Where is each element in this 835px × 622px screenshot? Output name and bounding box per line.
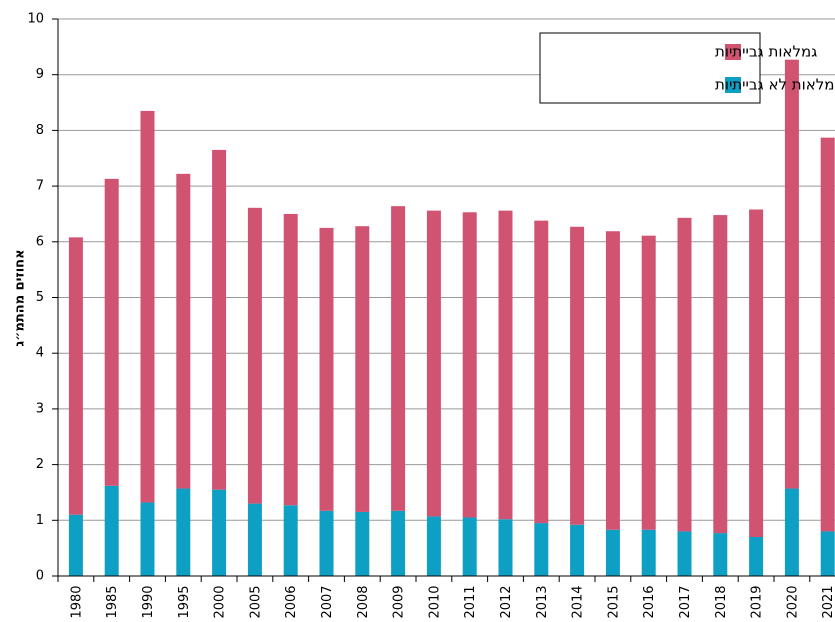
x-tick-label: 1985 (105, 585, 120, 618)
x-tick-label: 2007 (320, 585, 335, 618)
bar-segment (677, 531, 692, 576)
bar-segment (570, 524, 585, 576)
bar-segment (749, 209, 764, 538)
bar-segment (68, 237, 83, 515)
bar-segment (247, 207, 262, 504)
bar-segment (319, 227, 334, 511)
bar-segment (104, 485, 119, 576)
x-tick-label: 2011 (463, 585, 478, 618)
x-tick-label: 2020 (785, 585, 800, 618)
x-tick-label: 2014 (571, 585, 586, 618)
y-tick-label: 7 (36, 179, 44, 194)
x-tick-label: 2000 (213, 585, 228, 618)
bar-segment (462, 212, 477, 518)
legend-label: גמלאות לא גבייתיות (715, 76, 835, 94)
x-tick-label: 2010 (427, 585, 442, 618)
bar-segment (212, 149, 227, 490)
bar-segment (498, 519, 513, 576)
bar-segment (391, 206, 406, 511)
x-tick-label: 2008 (356, 585, 371, 618)
bar-segment (641, 235, 656, 530)
bar-segment (104, 178, 119, 486)
bar-segment (784, 59, 799, 489)
bar-segment (677, 217, 692, 532)
legend-swatch (725, 44, 741, 60)
x-tick-label: 2016 (642, 585, 657, 618)
x-tick-label: 2013 (535, 585, 550, 618)
x-tick-label: 2017 (678, 585, 693, 618)
x-tick-label: 2015 (606, 585, 621, 618)
y-tick-label: 6 (36, 234, 44, 249)
bar-segment (605, 529, 620, 576)
y-tick-label: 8 (36, 123, 44, 138)
bar-segment (319, 510, 334, 576)
bar-segment (749, 537, 764, 576)
y-tick-label: 1 (36, 513, 44, 528)
bar-segment (713, 533, 728, 576)
bar-segment (641, 529, 656, 576)
bar-segment (426, 210, 441, 517)
legend-swatch (725, 77, 741, 93)
x-tick-label: 1980 (69, 585, 84, 618)
x-tick-label: 2021 (821, 585, 835, 618)
x-tick-label: 2019 (750, 585, 765, 618)
bar-segment (570, 226, 585, 525)
bar-segment (498, 210, 513, 520)
bar-segment (605, 231, 620, 530)
bar-segment (391, 510, 406, 576)
y-tick-label: 9 (36, 67, 44, 82)
bar-segment (820, 531, 835, 576)
legend-label: גמלאות גבייתיות (715, 43, 817, 61)
y-tick-label: 5 (36, 290, 44, 305)
bar-segment (784, 488, 799, 576)
bar-segment (713, 215, 728, 534)
y-tick-label: 3 (36, 401, 44, 416)
x-tick-label: 2006 (284, 585, 299, 618)
bar-segment (426, 516, 441, 576)
y-tick-label: 0 (36, 569, 44, 584)
bar-segment (247, 503, 262, 576)
bar-segment (534, 220, 549, 524)
y-axis-label: אחוזים מהתמ״ג (13, 249, 28, 346)
bar-segment (462, 517, 477, 576)
y-tick-label: 2 (36, 457, 44, 472)
bar-segment (820, 137, 835, 532)
bar-segment (534, 523, 549, 576)
bar-segment (176, 173, 191, 489)
legend-box (539, 32, 761, 104)
bar-segment (212, 489, 227, 576)
bar-segment (140, 502, 155, 576)
bar-segment (355, 226, 370, 512)
x-tick-label: 2012 (499, 585, 514, 618)
bar-segment (176, 488, 191, 576)
bar-segment (355, 511, 370, 576)
y-tick-label: 10 (27, 12, 44, 27)
x-tick-label: 1990 (141, 585, 156, 618)
x-tick-label: 2009 (392, 585, 407, 618)
x-tick-label: 1995 (177, 585, 192, 618)
bar-segment (68, 514, 83, 576)
bar-segment (283, 505, 298, 576)
bar-segment (283, 213, 298, 506)
y-tick-label: 4 (36, 346, 44, 361)
x-tick-label: 2005 (248, 585, 263, 618)
bar-segment (140, 110, 155, 503)
x-tick-label: 2018 (714, 585, 729, 618)
